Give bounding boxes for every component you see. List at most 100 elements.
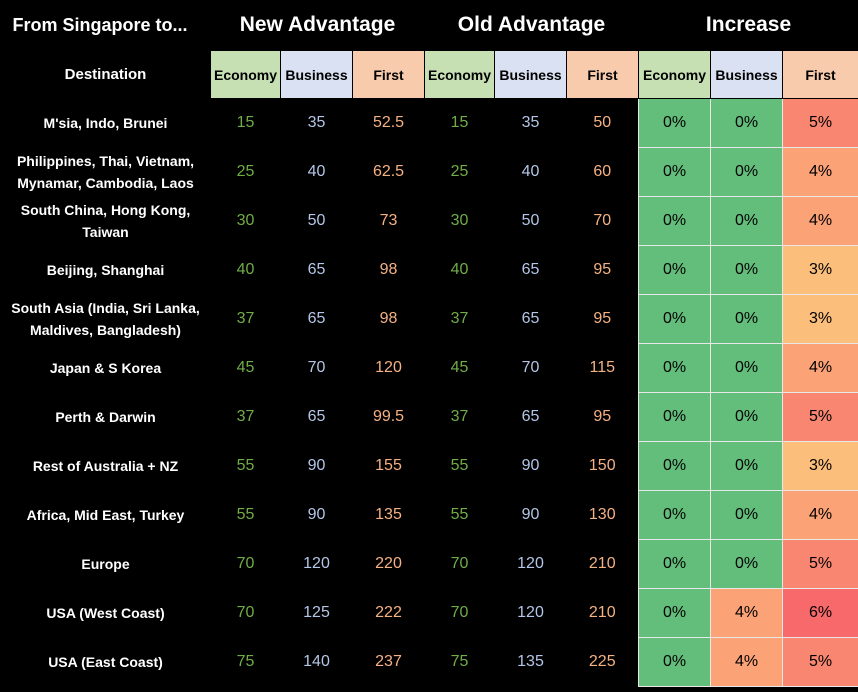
- new-business-cell: 40: [280, 147, 353, 197]
- new-first-cell: 52.5: [352, 98, 425, 148]
- old-economy-cell: 70: [424, 588, 495, 638]
- old-business-cell: 65: [494, 392, 567, 442]
- old-economy-cell: 15: [424, 98, 495, 148]
- new-economy-cell: 37: [210, 294, 281, 344]
- old-business-cell: 135: [494, 637, 567, 687]
- new-first-cell: 73: [352, 196, 425, 246]
- new-first-header: First: [351, 50, 426, 99]
- old-first-cell: 60: [566, 147, 639, 197]
- inc-first-header: First: [782, 50, 858, 99]
- old-first-cell: 95: [566, 245, 639, 295]
- inc-economy-header: Economy: [638, 50, 712, 99]
- old-business-cell: 50: [494, 196, 567, 246]
- old-business-cell: 120: [494, 588, 567, 638]
- table-row: Africa, Mid East, Turkey 55 90 135 55 90 130 0%…: [0, 490, 858, 540]
- increase-first-cell: 3%: [782, 294, 858, 344]
- group-increase: Increase: [638, 0, 858, 51]
- increase-economy-cell: 0%: [638, 147, 712, 197]
- new-economy-cell: 75: [210, 637, 281, 687]
- new-business-cell: 140: [280, 637, 353, 687]
- table-row: USA (West Coast) 70 125 222 70 120 210 0% 4% 6%: [0, 588, 858, 638]
- new-first-cell: 99.5: [352, 392, 425, 442]
- old-economy-cell: 30: [424, 196, 495, 246]
- increase-business-cell: 0%: [710, 98, 784, 148]
- increase-first-cell: 3%: [782, 245, 858, 295]
- increase-first-cell: 4%: [782, 490, 858, 540]
- new-business-cell: 70: [280, 343, 353, 393]
- old-first-cell: 210: [566, 588, 639, 638]
- destination-cell: Beijing, Shanghai: [0, 245, 211, 295]
- new-economy-cell: 70: [210, 539, 281, 589]
- old-business-cell: 65: [494, 294, 567, 344]
- new-first-cell: 62.5: [352, 147, 425, 197]
- table-row: Philippines, Thai, Vietnam, Mynamar, Cam…: [0, 147, 858, 197]
- increase-economy-cell: 0%: [638, 392, 712, 442]
- inc-business-header: Business: [710, 50, 784, 99]
- new-business-cell: 120: [280, 539, 353, 589]
- increase-business-cell: 0%: [710, 343, 784, 393]
- increase-economy-cell: 0%: [638, 245, 712, 295]
- old-first-cell: 115: [566, 343, 639, 393]
- new-first-cell: 220: [352, 539, 425, 589]
- destination-cell: South Asia (India, Sri Lanka, Maldives, …: [0, 294, 211, 344]
- old-first-cell: 150: [566, 441, 639, 491]
- group-new-advantage: New Advantage: [210, 0, 425, 51]
- increase-first-cell: 5%: [782, 539, 858, 589]
- table-row: Japan & S Korea 45 70 120 45 70 115 0% 0% 4%: [0, 343, 858, 393]
- increase-business-cell: 0%: [710, 245, 784, 295]
- table-row: South China, Hong Kong, Taiwan 30 50 73 30 50…: [0, 196, 858, 246]
- old-business-cell: 40: [494, 147, 567, 197]
- destination-header: Destination: [0, 50, 211, 99]
- old-first-cell: 50: [566, 98, 639, 148]
- increase-economy-cell: 0%: [638, 196, 712, 246]
- old-business-cell: 35: [494, 98, 567, 148]
- old-business-header: Business: [494, 50, 568, 99]
- new-first-cell: 98: [352, 245, 425, 295]
- increase-economy-cell: 0%: [638, 441, 712, 491]
- destination-cell: Europe: [0, 539, 211, 589]
- new-economy-cell: 25: [210, 147, 281, 197]
- table-row: USA (East Coast) 75 140 237 75 135 225 0% 4% 5%: [0, 637, 858, 687]
- increase-business-cell: 4%: [710, 588, 784, 638]
- destination-cell: Africa, Mid East, Turkey: [0, 490, 211, 540]
- old-first-cell: 95: [566, 392, 639, 442]
- new-economy-cell: 30: [210, 196, 281, 246]
- new-first-cell: 155: [352, 441, 425, 491]
- new-business-header: Business: [280, 50, 353, 99]
- destination-cell: Japan & S Korea: [0, 343, 211, 393]
- destination-cell: Perth & Darwin: [0, 392, 211, 442]
- table-row: South Asia (India, Sri Lanka, Maldives, …: [0, 294, 858, 344]
- group-old-advantage: Old Advantage: [424, 0, 639, 51]
- new-economy-header: Economy: [210, 50, 281, 99]
- increase-economy-cell: 0%: [638, 637, 712, 687]
- old-economy-cell: 70: [424, 539, 495, 589]
- destination-cell: South China, Hong Kong, Taiwan: [0, 196, 211, 246]
- old-economy-cell: 37: [424, 294, 495, 344]
- old-economy-cell: 75: [424, 637, 495, 687]
- increase-business-cell: 0%: [710, 147, 784, 197]
- new-business-cell: 65: [280, 392, 353, 442]
- new-economy-cell: 37: [210, 392, 281, 442]
- old-economy-cell: 55: [424, 490, 495, 540]
- destination-cell: Philippines, Thai, Vietnam, Mynamar, Cam…: [0, 147, 211, 197]
- increase-business-cell: 4%: [710, 637, 784, 687]
- increase-first-cell: 4%: [782, 343, 858, 393]
- increase-economy-cell: 0%: [638, 294, 712, 344]
- new-economy-cell: 70: [210, 588, 281, 638]
- increase-economy-cell: 0%: [638, 98, 712, 148]
- increase-business-cell: 0%: [710, 392, 784, 442]
- old-business-cell: 65: [494, 245, 567, 295]
- table-row: Rest of Australia + NZ 55 90 155 55 90 150 0% 0%…: [0, 441, 858, 491]
- increase-business-cell: 0%: [710, 196, 784, 246]
- table-body: M'sia, Indo, Brunei 15 35 52.5 15 35 50 0% 0% 5% P…: [0, 98, 858, 687]
- increase-first-cell: 4%: [782, 196, 858, 246]
- old-first-cell: 210: [566, 539, 639, 589]
- old-first-cell: 95: [566, 294, 639, 344]
- new-business-cell: 50: [280, 196, 353, 246]
- new-first-cell: 98: [352, 294, 425, 344]
- old-economy-cell: 25: [424, 147, 495, 197]
- increase-business-cell: 0%: [710, 294, 784, 344]
- increase-business-cell: 0%: [710, 490, 784, 540]
- new-business-cell: 90: [280, 490, 353, 540]
